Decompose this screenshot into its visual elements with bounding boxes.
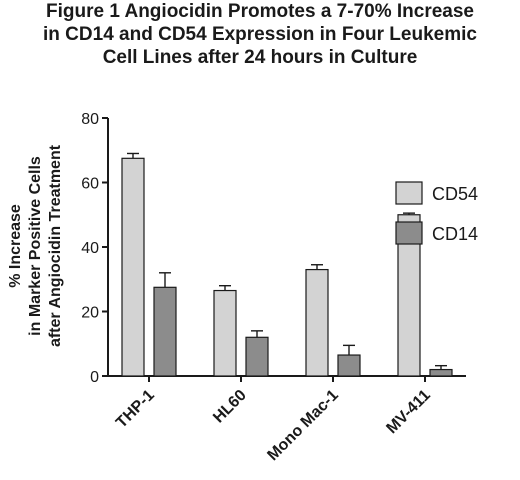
y-axis-label-line-1: % Increase [7,204,24,288]
bar-CD54-HL60 [213,289,237,377]
bar-CD54-THP-1 [121,157,145,377]
y-axis-label: % Increase in Marker Positive Cells afte… [7,144,64,347]
x-category-label-1: HL60 [210,387,250,427]
plot-area: 0 20 40 60 80 THP-1 HL60 Mono Mac-1 MV-411 [81,111,466,464]
y-axis-label-line-2: in Marker Positive Cells [27,156,44,336]
x-category-label-2: Mono Mac-1 [264,387,341,464]
legend-label-CD14: CD14 [432,224,478,244]
x-category-label-3: MV-411 [383,387,433,437]
chart-title-line-1: Figure 1 Angiocidin Promotes a 7-70% Inc… [46,1,474,22]
y-tick-label-2: 40 [81,240,99,257]
bar-CD14-THP-1 [153,286,177,377]
x-category-label-0: THP-1 [113,387,158,432]
bar-CD54-Mono Mac-1 [305,268,329,377]
legend: CD54 CD14 [395,181,478,245]
y-tick-label-4: 80 [81,111,99,128]
bar-CD14-MV-411 [429,368,453,377]
chart-title-line-3: Cell Lines after 24 hours in Culture [102,47,418,68]
bar-CD14-Mono Mac-1 [337,354,361,377]
y-tick-label-0: 0 [90,369,99,386]
y-tick-label-1: 20 [81,305,99,322]
legend-label-CD54: CD54 [432,184,478,204]
bar-CD14-HL60 [245,336,269,377]
y-tick-label-3: 60 [81,176,99,193]
legend-swatch-CD54 [395,181,423,205]
chart-title-line-2: in CD14 and CD54 Expression in Four Leuk… [43,24,477,45]
legend-swatch-CD14 [395,221,423,245]
chart-title: Figure 1 Angiocidin Promotes a 7-70% Inc… [0,0,520,69]
y-axis-label-line-3: after Angiocidin Treatment [47,144,64,347]
